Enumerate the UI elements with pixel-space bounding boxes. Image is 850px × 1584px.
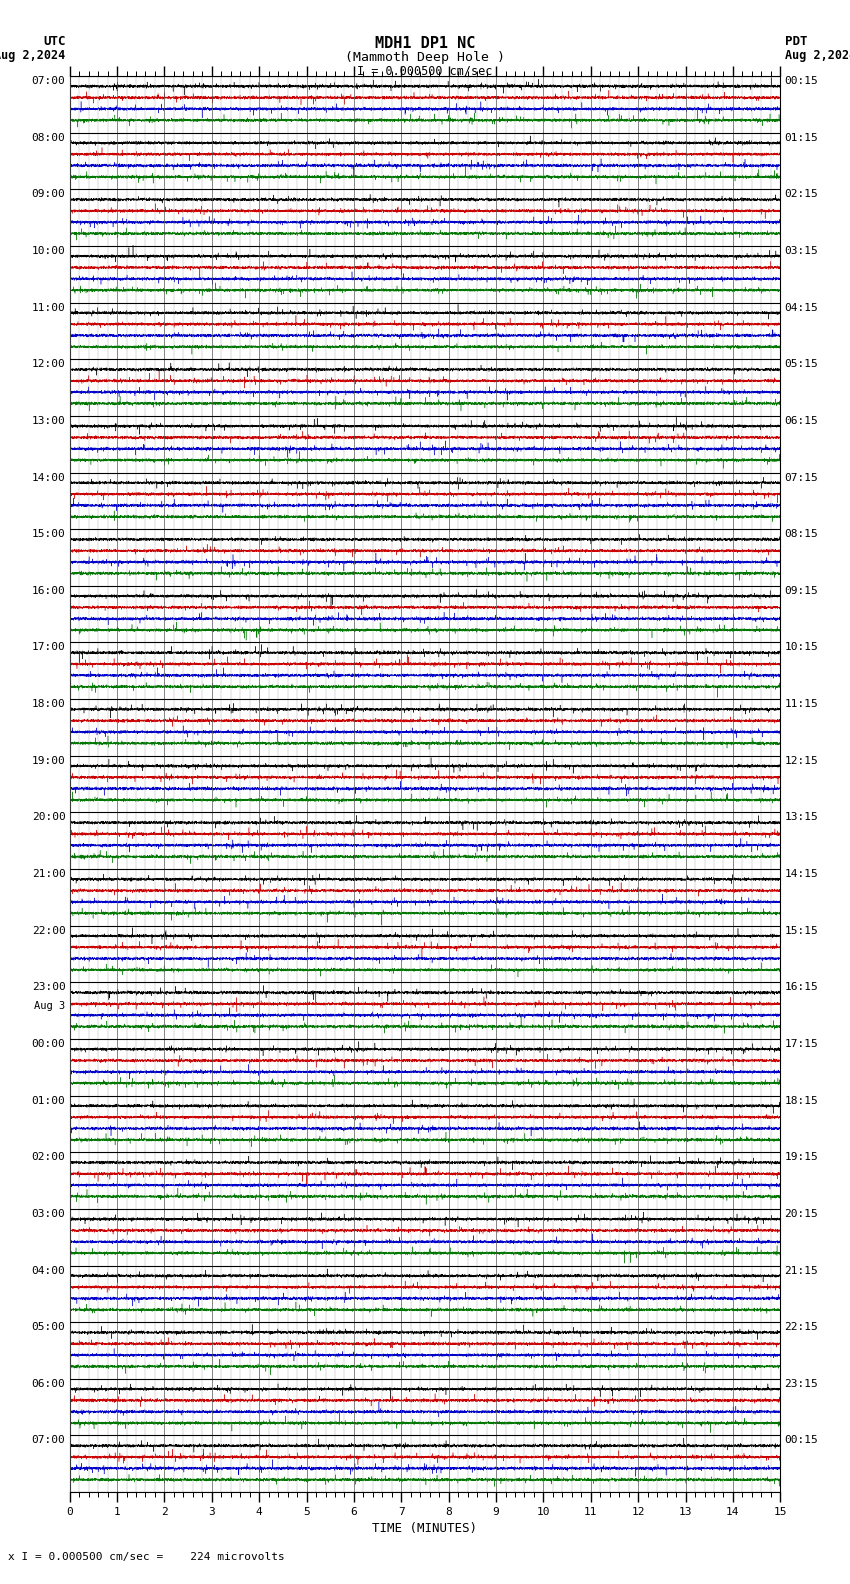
Text: 17:15: 17:15: [785, 1039, 819, 1049]
Text: I = 0.000500 cm/sec: I = 0.000500 cm/sec: [357, 65, 493, 78]
Text: 06:00: 06:00: [31, 1378, 65, 1389]
Text: 07:00: 07:00: [31, 76, 65, 86]
Text: 07:15: 07:15: [785, 472, 819, 483]
Text: 04:00: 04:00: [31, 1266, 65, 1275]
Text: 20:15: 20:15: [785, 1209, 819, 1220]
Text: 18:00: 18:00: [31, 699, 65, 710]
Text: 02:00: 02:00: [31, 1152, 65, 1163]
Text: 15:15: 15:15: [785, 925, 819, 936]
Text: 10:15: 10:15: [785, 643, 819, 653]
Text: 02:15: 02:15: [785, 190, 819, 200]
Text: x I = 0.000500 cm/sec =    224 microvolts: x I = 0.000500 cm/sec = 224 microvolts: [8, 1552, 286, 1562]
Text: 08:15: 08:15: [785, 529, 819, 539]
Text: 22:15: 22:15: [785, 1323, 819, 1332]
Text: 21:00: 21:00: [31, 870, 65, 879]
Text: 06:15: 06:15: [785, 417, 819, 426]
Text: MDH1 DP1 NC: MDH1 DP1 NC: [375, 36, 475, 51]
Text: 00:00: 00:00: [31, 1039, 65, 1049]
Text: 23:00: 23:00: [31, 982, 65, 992]
Text: 08:00: 08:00: [31, 133, 65, 143]
Text: 23:15: 23:15: [785, 1378, 819, 1389]
Text: 10:00: 10:00: [31, 246, 65, 257]
Text: Aug 2,2024: Aug 2,2024: [785, 49, 850, 62]
Text: 13:00: 13:00: [31, 417, 65, 426]
Text: 03:15: 03:15: [785, 246, 819, 257]
Text: UTC: UTC: [43, 35, 65, 48]
Text: 13:15: 13:15: [785, 813, 819, 822]
Text: 00:15: 00:15: [785, 76, 819, 86]
Text: 09:15: 09:15: [785, 586, 819, 596]
Text: 11:15: 11:15: [785, 699, 819, 710]
Text: 19:15: 19:15: [785, 1152, 819, 1163]
Text: 16:00: 16:00: [31, 586, 65, 596]
Text: 09:00: 09:00: [31, 190, 65, 200]
Text: Aug 3: Aug 3: [34, 1001, 65, 1011]
Text: 03:00: 03:00: [31, 1209, 65, 1220]
Text: 12:00: 12:00: [31, 360, 65, 369]
Text: 22:00: 22:00: [31, 925, 65, 936]
Text: 01:00: 01:00: [31, 1096, 65, 1106]
Text: 00:15: 00:15: [785, 1435, 819, 1446]
Text: 07:00: 07:00: [31, 1435, 65, 1446]
Text: 04:15: 04:15: [785, 303, 819, 312]
Text: 05:15: 05:15: [785, 360, 819, 369]
Text: 12:15: 12:15: [785, 756, 819, 765]
Text: (Mammoth Deep Hole ): (Mammoth Deep Hole ): [345, 51, 505, 63]
Text: 14:00: 14:00: [31, 472, 65, 483]
Text: 15:00: 15:00: [31, 529, 65, 539]
Text: 18:15: 18:15: [785, 1096, 819, 1106]
Text: 19:00: 19:00: [31, 756, 65, 765]
Text: PDT: PDT: [785, 35, 807, 48]
Text: 11:00: 11:00: [31, 303, 65, 312]
X-axis label: TIME (MINUTES): TIME (MINUTES): [372, 1522, 478, 1535]
Text: 01:15: 01:15: [785, 133, 819, 143]
Text: 16:15: 16:15: [785, 982, 819, 992]
Text: Aug 2,2024: Aug 2,2024: [0, 49, 65, 62]
Text: 20:00: 20:00: [31, 813, 65, 822]
Text: 21:15: 21:15: [785, 1266, 819, 1275]
Text: 17:00: 17:00: [31, 643, 65, 653]
Text: 05:00: 05:00: [31, 1323, 65, 1332]
Text: 14:15: 14:15: [785, 870, 819, 879]
